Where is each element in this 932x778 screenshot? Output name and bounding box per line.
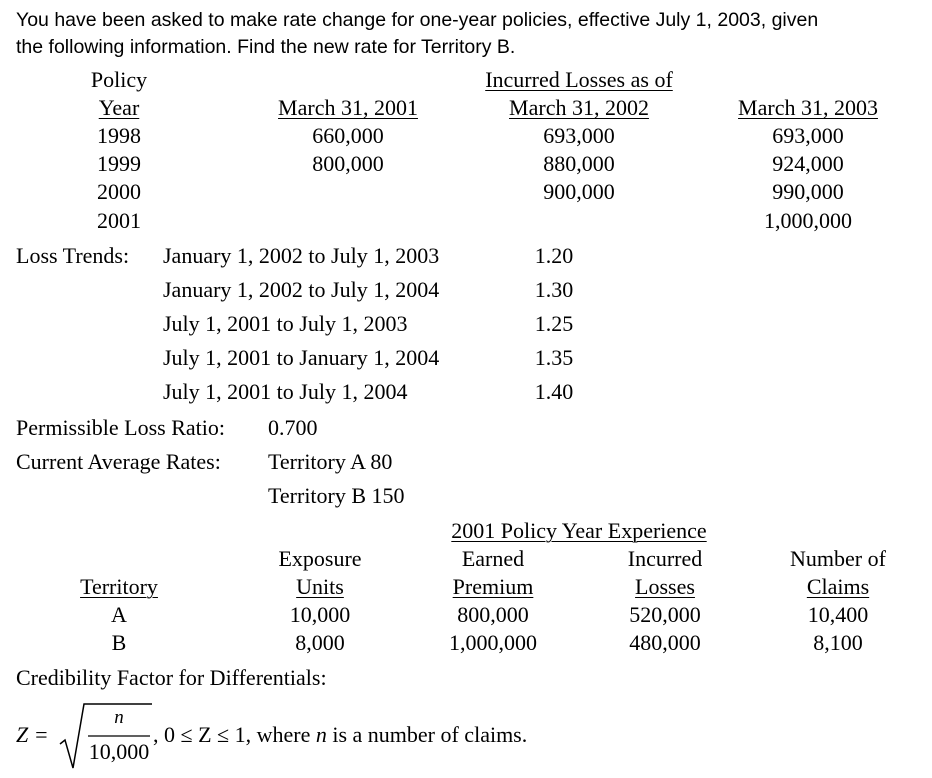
intro-line-1: You have been asked to make rate change … [16, 9, 819, 31]
cell: 924,000 [772, 151, 844, 176]
territory-header: Territory [80, 574, 158, 599]
earned-header-2: Premium [452, 574, 534, 599]
exposure-cell: 8,000 [295, 630, 345, 655]
claims-header-1: Number of [790, 546, 886, 571]
condition-text: , 0 ≤ Z ≤ 1, where [153, 722, 311, 747]
trend-period: July 1, 2001 to July 1, 2004 [163, 379, 408, 404]
cell: 1,000,000 [764, 208, 852, 233]
permissible-loss-ratio-value: 0.700 [268, 415, 318, 440]
cell: 693,000 [772, 123, 844, 148]
cell: 880,000 [543, 151, 615, 176]
row-year: 2001 [97, 208, 141, 233]
trend-period: July 1, 2001 to January 1, 2004 [163, 345, 440, 370]
exposure-header-2: Units [296, 574, 344, 599]
territory-b-rate: Territory B 150 [268, 483, 405, 508]
incurred-header-2: Losses [635, 574, 695, 599]
cell: 800,000 [312, 151, 384, 176]
permissible-loss-ratio-label: Permissible Loss Ratio: [16, 415, 225, 440]
claims-cell: 10,400 [807, 602, 869, 627]
trend-period: July 1, 2001 to July 1, 2003 [163, 311, 408, 336]
trend-period: January 1, 2002 to July 1, 2004 [163, 277, 440, 302]
formula-denominator: 10,000 [88, 739, 150, 764]
column-header-2001: March 31, 2001 [278, 95, 418, 120]
cell: 990,000 [772, 179, 844, 204]
exposure-cell: 10,000 [289, 602, 351, 627]
incurred-cell: 480,000 [629, 630, 701, 655]
incurred-cell: 520,000 [629, 602, 701, 627]
cell: 660,000 [312, 123, 384, 148]
row-year: 1998 [97, 123, 141, 148]
variable-n: n [315, 722, 327, 747]
column-header-2003: March 31, 2003 [738, 95, 878, 120]
column-header-2002: March 31, 2002 [509, 95, 649, 120]
loss-trends-label: Loss Trends: [16, 243, 130, 268]
policy-header: Policy [90, 67, 148, 92]
territory-a-rate: Territory A 80 [268, 449, 393, 474]
cell: 900,000 [543, 179, 615, 204]
experience-title: 2001 Policy Year Experience [451, 518, 707, 543]
year-header: Year [98, 95, 140, 120]
earned-header-1: Earned [461, 546, 525, 571]
earned-cell: 1,000,000 [449, 630, 537, 655]
trend-factor: 1.25 [534, 311, 574, 336]
cell: 693,000 [543, 123, 615, 148]
incurred-header-1: Incurred [627, 546, 703, 571]
row-year: 2000 [97, 179, 141, 204]
formula-lhs: Z = [16, 722, 49, 747]
trend-factor: 1.35 [534, 345, 574, 370]
earned-cell: 800,000 [457, 602, 529, 627]
intro-line-2: the following information. Find the new … [16, 36, 516, 58]
current-rates-label: Current Average Rates: [16, 449, 221, 474]
incurred-losses-header: Incurred Losses as of [485, 67, 673, 92]
trend-period: January 1, 2002 to July 1, 2003 [163, 243, 440, 268]
trend-factor: 1.30 [534, 277, 574, 302]
territory-cell: A [111, 602, 127, 627]
square-root-sign [59, 703, 152, 769]
credibility-label: Credibility Factor for Differentials: [16, 665, 327, 690]
claims-header-2: Claims [806, 574, 870, 599]
formula-numerator: n [114, 707, 124, 728]
territory-cell: B [111, 630, 127, 655]
formula-condition: , 0 ≤ Z ≤ 1, where n is a number of clai… [153, 722, 527, 748]
condition-tail: is a number of claims. [332, 722, 528, 747]
claims-cell: 8,100 [813, 630, 863, 655]
trend-factor: 1.40 [534, 379, 574, 404]
exposure-header-1: Exposure [278, 546, 362, 571]
trend-factor: 1.20 [534, 243, 574, 268]
row-year: 1999 [97, 151, 141, 176]
